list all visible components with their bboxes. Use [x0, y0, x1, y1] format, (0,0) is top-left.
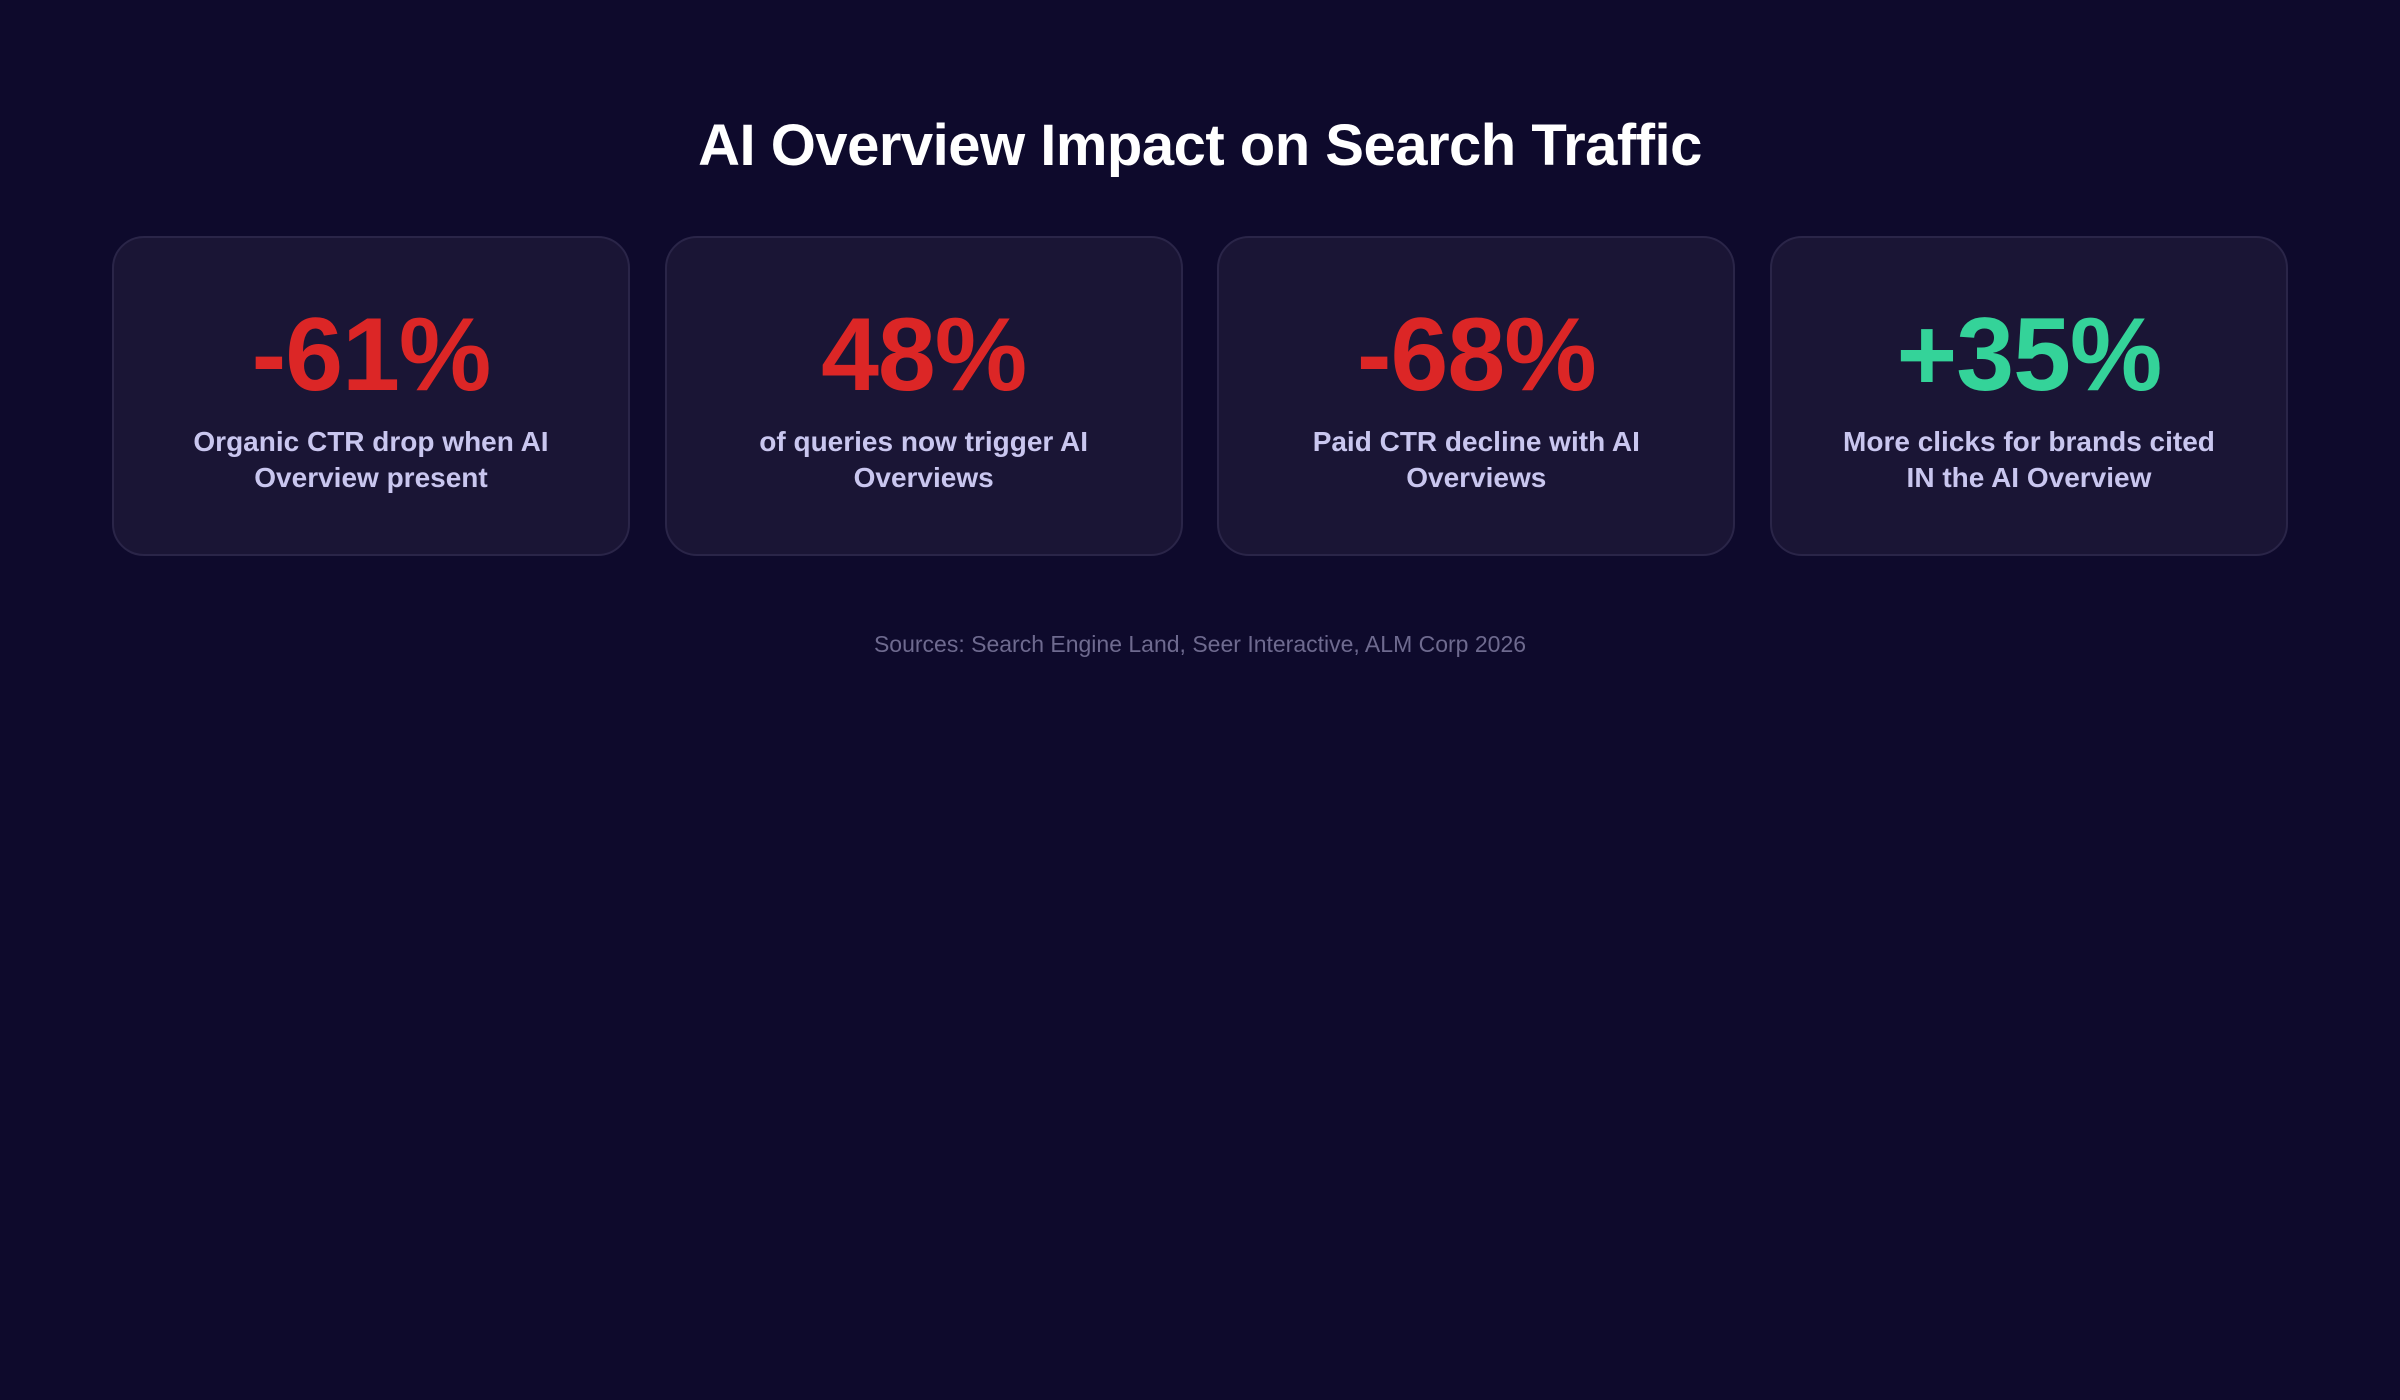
sources-note: Sources: Search Engine Land, Seer Intera… — [873, 631, 1527, 657]
stat-label: Organic CTR drop when AI Overview presen… — [193, 426, 549, 493]
stat-label: Paid CTR decline with AI Overviews — [1312, 426, 1640, 493]
stat-card-cited-brands: +35% More clicks for brands cited IN the… — [1769, 236, 2288, 556]
stat-value: -68% — [1356, 297, 1597, 413]
stat-label: of queries now trigger AI Overviews — [759, 426, 1089, 493]
stat-card-organic-ctr: -61% Organic CTR drop when AI Overview p… — [112, 236, 630, 556]
stat-cards: -61% Organic CTR drop when AI Overview p… — [112, 236, 2288, 558]
stat-card-paid-ctr: -68% Paid CTR decline with AI Overviews — [1217, 236, 1736, 556]
page-title: AI Overview Impact on Search Traffic — [698, 113, 1702, 178]
stat-value: -61% — [251, 297, 492, 413]
stat-value: 48% — [821, 297, 1027, 413]
stat-card-query-share: 48% of queries now trigger AI Overviews — [664, 236, 1183, 556]
stat-value: +35% — [1896, 297, 2163, 413]
stat-label: More clicks for brands cited IN the AI O… — [1843, 426, 2215, 493]
